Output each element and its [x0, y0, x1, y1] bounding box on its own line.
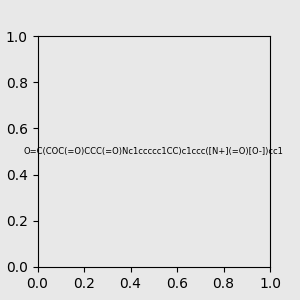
Text: O=C(COC(=O)CCC(=O)Nc1ccccc1CC)c1ccc([N+](=O)[O-])cc1: O=C(COC(=O)CCC(=O)Nc1ccccc1CC)c1ccc([N+]… — [24, 147, 284, 156]
